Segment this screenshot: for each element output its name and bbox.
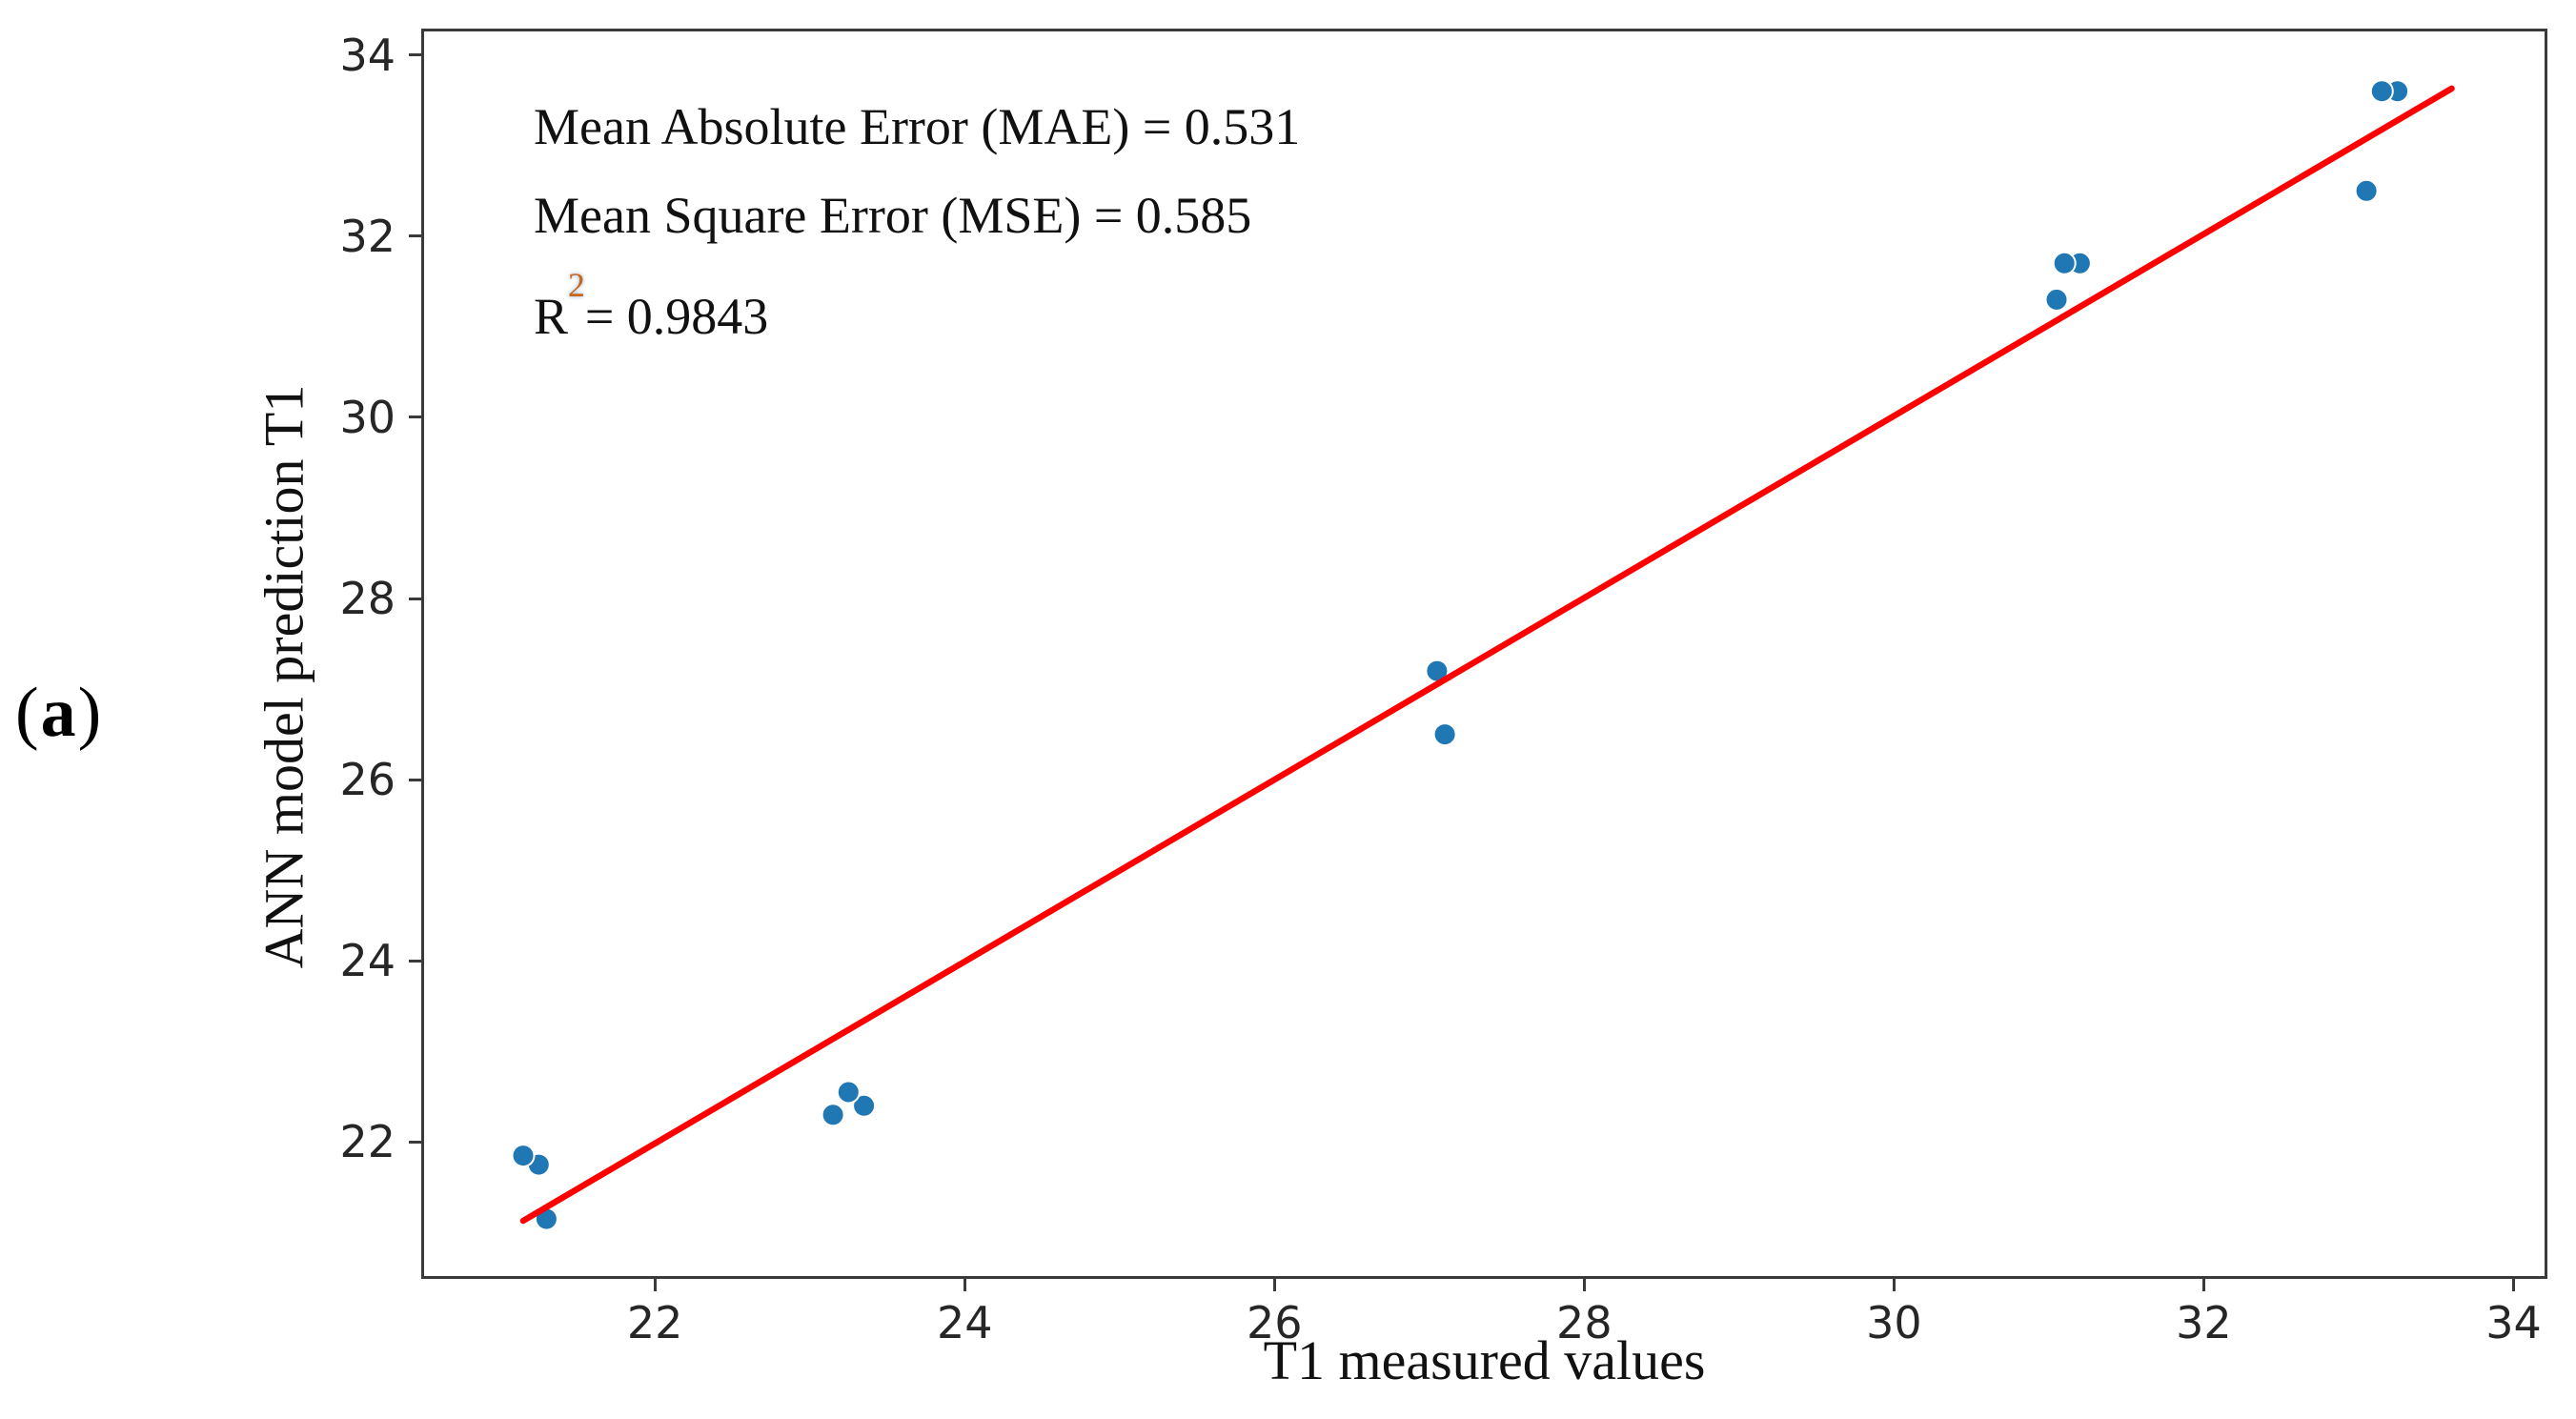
- figure-label-letter: a: [40, 674, 78, 752]
- annotation-mse: Mean Square Error (MSE) = 0.585: [534, 187, 1252, 244]
- y-tick-mark: [409, 234, 421, 238]
- x-axis-title: T1 measured values: [1263, 1329, 1706, 1391]
- scatter-point: [852, 1093, 877, 1118]
- x-tick-mark: [1582, 1279, 1586, 1291]
- x-tick-label: 32: [2176, 1297, 2232, 1348]
- x-tick-mark: [1892, 1279, 1896, 1291]
- figure-label-close-paren: ): [77, 674, 104, 752]
- annotation-r2-superscript: 2: [568, 266, 585, 305]
- x-tick-mark: [653, 1279, 657, 1291]
- scatter-chart: [511, 79, 2455, 1231]
- figure-label: (a): [15, 673, 103, 754]
- scatter-point: [1432, 722, 1457, 747]
- x-tick-mark: [1272, 1279, 1276, 1291]
- annotation-block: Mean Absolute Error (MAE) = 0.531 Mean S…: [534, 83, 1300, 361]
- annotation-r2: R2= 0.9843: [534, 260, 1300, 361]
- y-tick-label: 30: [339, 391, 396, 443]
- annotation-r2-value: = 0.9843: [584, 288, 769, 345]
- scatter-point: [2044, 287, 2069, 312]
- scatter-point: [2354, 178, 2379, 203]
- scatter-point: [2369, 79, 2394, 104]
- y-tick-label: 32: [339, 210, 396, 262]
- x-tick-label: 24: [936, 1297, 993, 1348]
- x-tick-label: 34: [2485, 1297, 2542, 1348]
- y-tick-mark: [409, 53, 421, 57]
- x-tick-label: 22: [626, 1297, 683, 1348]
- y-tick-label: 34: [339, 29, 396, 81]
- annotation-r2-base: R: [534, 288, 569, 345]
- figure-label-open-paren: (: [15, 674, 41, 752]
- y-tick-label: 28: [339, 573, 396, 625]
- plot-area: 22 24 26 28 30 32 34 22 24 26 28 30 32 34 Mean Absol…: [339, 29, 2547, 1348]
- y-tick-label: 24: [339, 935, 396, 987]
- y-tick-mark: [409, 959, 421, 963]
- y-tick-label: 26: [339, 754, 396, 806]
- x-tick-label: 28: [1556, 1297, 1613, 1348]
- x-tick-label: 26: [1246, 1297, 1303, 1348]
- x-tick-mark: [2201, 1279, 2205, 1291]
- y-tick-mark: [409, 1140, 421, 1144]
- scatter-point: [821, 1103, 845, 1127]
- y-tick-mark: [409, 597, 421, 600]
- x-tick-label: 30: [1866, 1297, 1922, 1348]
- y-axis-title: ANN model prediction T1: [253, 384, 315, 969]
- scatter-point: [511, 1144, 536, 1168]
- scatter-point: [836, 1080, 861, 1105]
- fit-line: [519, 85, 2455, 1225]
- x-tick-mark: [2511, 1279, 2515, 1291]
- y-tick-label: 22: [339, 1116, 396, 1168]
- annotation-mae: Mean Absolute Error (MAE) = 0.531: [534, 98, 1301, 155]
- y-tick-mark: [409, 416, 421, 419]
- x-tick-mark: [963, 1279, 966, 1291]
- scatter-point: [2052, 251, 2077, 275]
- y-tick-mark: [409, 778, 421, 781]
